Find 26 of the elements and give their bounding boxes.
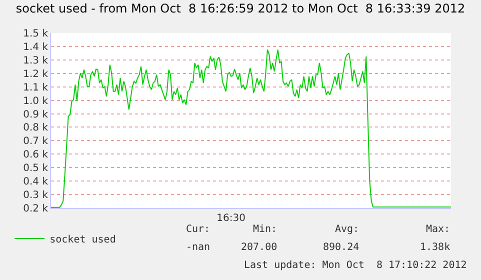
x-tick-label: 16:30	[216, 213, 246, 224]
y-tick-label: 0.4 k	[23, 176, 48, 188]
text: Avg:	[335, 224, 360, 235]
text: -nan	[186, 242, 210, 253]
y-tick-label: 1.4 k	[23, 42, 48, 53]
y-tick-label: 0.8 k	[23, 122, 48, 134]
text: Last update: Mon Oct 8 17:10:22 2012	[244, 260, 467, 271]
y-tick-label: 0.9 k	[23, 109, 48, 120]
text: Min:	[253, 224, 278, 235]
text: Cur:	[186, 224, 210, 235]
y-tick-label: 0.2 k	[23, 204, 48, 214]
y-tick-label: 1.2 k	[23, 68, 48, 80]
legend-label: socket used	[50, 234, 116, 246]
y-tick-label: 1.1 k	[23, 82, 48, 94]
text: 890.24	[323, 242, 360, 253]
y-tick-label: 0.3 k	[23, 190, 48, 202]
y-tick-label: 1.0 k	[23, 96, 48, 107]
y-tick-label: 0.6 k	[23, 150, 48, 161]
text: 1.38k	[420, 242, 450, 253]
y-tick-label: 1.5 k	[23, 28, 48, 40]
text: Max:	[426, 224, 450, 235]
y-tick-label: 1.3 k	[23, 55, 48, 66]
y-tick-label: 0.7 k	[23, 136, 48, 148]
chart-title: socket used - from Mon Oct 8 16:26:59 2012 to Mon Oct 8 16:33:39 2012	[16, 2, 466, 16]
y-tick-label: 0.5 k	[23, 163, 48, 174]
text: 207.00	[241, 242, 278, 253]
